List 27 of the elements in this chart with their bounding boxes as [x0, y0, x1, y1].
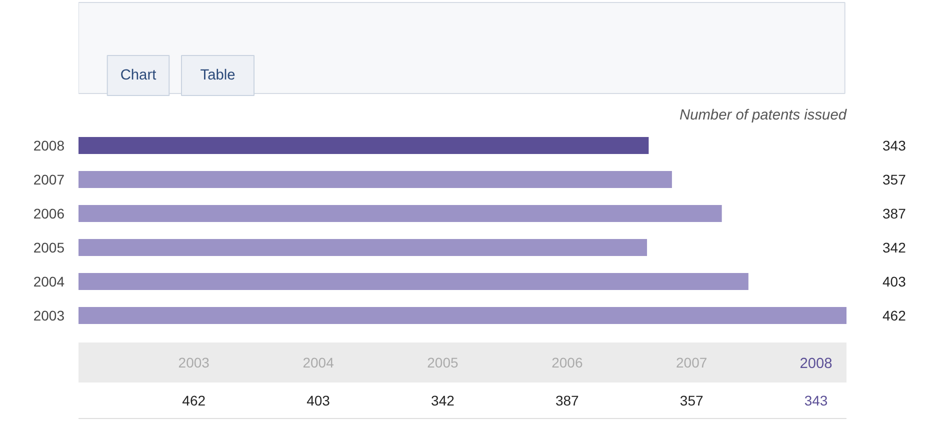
y-tick-label: 2005 — [33, 240, 65, 256]
text: Chart — [120, 68, 156, 84]
text: Table — [200, 68, 236, 84]
data-label: 342 — [882, 240, 906, 256]
text: 342 — [431, 392, 455, 408]
data-label: 403 — [882, 274, 906, 290]
y-tick-label: 2007 — [33, 172, 65, 188]
y-tick-label: 2008 — [33, 138, 65, 154]
category-label: 2005 — [427, 354, 458, 370]
category-label: 2003 — [178, 354, 210, 370]
text: 403 — [306, 392, 330, 408]
y-tick-label: 2004 — [33, 274, 65, 290]
chart-title: Number of patents issued — [679, 108, 848, 124]
category-label: 2004 — [302, 354, 334, 370]
y-tick-label: 2006 — [33, 206, 65, 222]
text: 357 — [680, 392, 704, 408]
data-label: 387 — [882, 206, 906, 222]
category-label: 2007 — [676, 354, 708, 370]
category-label: 2008 — [800, 356, 832, 372]
y-tick-label: 2003 — [33, 308, 65, 324]
data-label: 462 — [882, 308, 906, 324]
data-label: 357 — [882, 172, 906, 188]
text: 343 — [804, 392, 828, 408]
text: 462 — [182, 392, 206, 408]
text: 387 — [555, 392, 580, 408]
category-label: 2006 — [552, 354, 583, 370]
data-label: 343 — [882, 138, 906, 154]
